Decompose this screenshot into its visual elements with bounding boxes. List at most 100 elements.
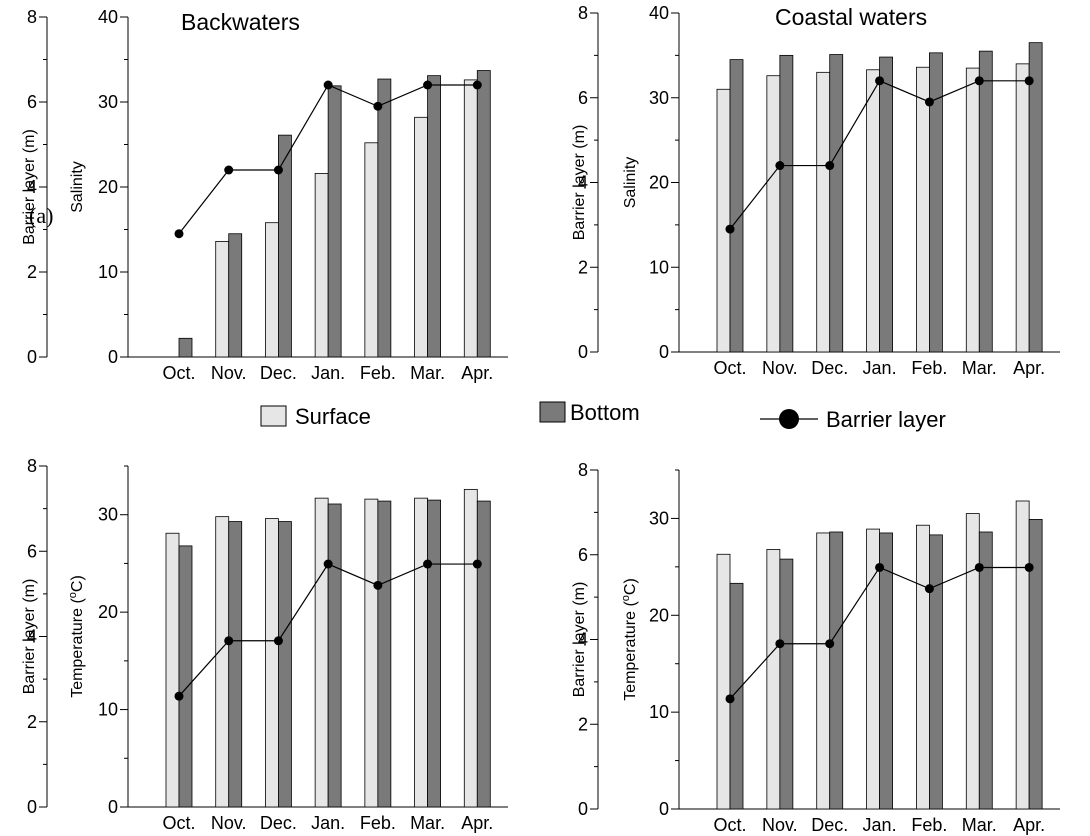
x-tick-label: Apr.: [1013, 815, 1045, 835]
bar-bottom: [779, 54, 794, 353]
bar-surface: [716, 553, 731, 810]
chart-backwaters-salinity: Backwaters 0 2 4 6 8 Barrier layer (m) 0 10 20 30 4…: [21, 7, 508, 383]
left-tick-label: 4: [578, 630, 588, 650]
left-tick-label: 8: [578, 460, 588, 480]
x-tick-label: Nov.: [211, 813, 247, 833]
barrier-layer-point: [373, 580, 383, 590]
barrier-layer-point: [775, 639, 785, 649]
value-tick-label: 10: [98, 262, 118, 282]
bar-bottom: [476, 500, 491, 808]
bar-surface: [866, 69, 880, 353]
left-tick-label: 4: [27, 627, 37, 647]
bar-surface: [364, 498, 379, 808]
value-tick-label: 20: [98, 602, 118, 622]
bar-surface: [165, 532, 180, 808]
bar-bottom: [278, 521, 292, 808]
legend: Surface Bottom Barrier layer: [260, 400, 946, 432]
x-tick-label: Feb.: [360, 363, 396, 383]
bar-surface: [816, 532, 831, 810]
legend-barrier-label: Barrier layer: [826, 407, 946, 432]
left-tick-label: 0: [578, 342, 588, 362]
bar-bottom: [829, 531, 844, 810]
value-tick-label: 30: [649, 508, 669, 528]
barrier-layer-point: [725, 224, 735, 234]
barrier-layer-point: [273, 636, 283, 646]
bar-bottom: [476, 70, 491, 358]
barrier-layer-point: [1024, 76, 1034, 86]
barrier-layer-point: [472, 80, 482, 90]
bar-bottom: [978, 531, 993, 810]
x-tick-label: Mar.: [410, 363, 445, 383]
bar-bottom: [228, 521, 243, 808]
bar-bottom: [1028, 518, 1043, 810]
x-tick-label: Mar.: [962, 358, 997, 378]
x-tick-label: Mar.: [962, 815, 997, 835]
bar-surface: [414, 497, 428, 808]
left-tick-label: 6: [27, 92, 37, 112]
x-tick-label: Mar.: [410, 813, 445, 833]
left-tick-label: 6: [27, 541, 37, 561]
x-tick-label: Nov.: [762, 358, 798, 378]
barrier-layer-point: [974, 562, 984, 572]
barrier-layer-point: [775, 161, 785, 171]
bar-surface: [414, 116, 428, 358]
barrier-layer-point: [924, 97, 934, 107]
value-tick-label: 40: [649, 3, 669, 23]
x-tick-label: Dec.: [811, 358, 848, 378]
barrier-layer-point: [224, 165, 234, 175]
left-tick-label: 8: [27, 456, 37, 476]
bar-surface: [463, 79, 478, 358]
bar-surface: [766, 549, 781, 810]
x-tick-label: Dec.: [811, 815, 848, 835]
legend-bottom-swatch: [539, 401, 566, 423]
x-tick-label: Nov.: [762, 815, 798, 835]
bar-surface: [463, 488, 478, 808]
bar-surface: [766, 75, 781, 353]
value-tick-label: 20: [98, 177, 118, 197]
left-tick-label: 2: [27, 712, 37, 732]
value-tick-label: 30: [649, 88, 669, 108]
bar-bottom: [278, 134, 292, 358]
x-tick-label: Oct.: [162, 813, 195, 833]
bar-surface: [1015, 63, 1030, 353]
x-tick-label: Jan.: [311, 813, 345, 833]
x-tick-label: Dec.: [260, 813, 297, 833]
barrier-layer-point: [273, 165, 283, 175]
bar-surface: [816, 71, 831, 353]
chart-title: Backwaters: [181, 9, 300, 35]
chart-coastal-temperature: 0 2 4 6 8 Barrier layer (m) 0 10 20 30 Temperature…: [571, 460, 1060, 835]
value-axis-label: Salinity: [69, 161, 86, 213]
bar-surface: [1015, 500, 1030, 810]
x-tick-label: Oct.: [713, 815, 746, 835]
value-tick-label: 30: [98, 92, 118, 112]
barrier-layer-point: [323, 559, 333, 569]
left-tick-label: 2: [27, 262, 37, 282]
bar-bottom: [327, 85, 342, 358]
bar-bottom: [377, 500, 392, 808]
x-tick-label: Jan.: [863, 815, 897, 835]
legend-bottom-label: Bottom: [570, 400, 640, 425]
barrier-layer-point: [423, 80, 433, 90]
bar-bottom: [178, 545, 193, 808]
value-axis-label: Temperature (oC): [67, 575, 86, 698]
bar-bottom: [879, 56, 893, 353]
barrier-layer-point: [875, 562, 885, 572]
barrier-layer-point: [875, 76, 885, 86]
value-tick-label: 0: [108, 347, 118, 367]
value-tick-label: 0: [659, 799, 669, 819]
barrier-layer-point: [224, 636, 234, 646]
x-tick-label: Apr.: [1013, 358, 1045, 378]
left-axis-label: Barrier layer (m): [571, 582, 588, 698]
chart-backwaters-temperature: 0 2 4 6 8 Barrier layer (m) 0 10 20 30 Temperature…: [21, 456, 508, 833]
value-tick-label: 0: [108, 797, 118, 817]
barrier-layer-point: [725, 694, 735, 704]
left-tick-label: 8: [27, 7, 37, 27]
x-tick-label: Jan.: [311, 363, 345, 383]
bar-surface: [265, 518, 279, 808]
barrier-layer-point: [825, 639, 835, 649]
value-tick-label: 10: [649, 257, 669, 277]
value-tick-label: 10: [98, 700, 118, 720]
bar-surface: [215, 516, 230, 808]
bar-bottom: [427, 75, 441, 358]
